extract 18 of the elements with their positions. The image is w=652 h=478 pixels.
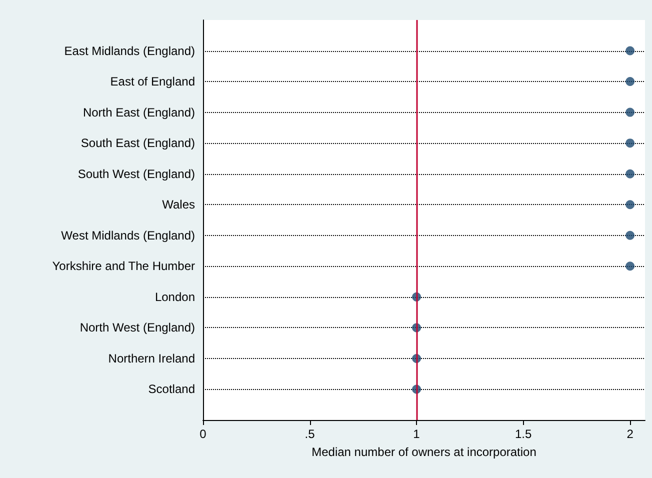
y-tick-label: Wales: [162, 198, 195, 212]
y-tick-label: South East (England): [80, 136, 195, 150]
y-tick-label: North East (England): [82, 105, 195, 120]
y-tick-label: London: [154, 290, 195, 304]
y-tick-label: South West (England): [78, 166, 195, 181]
x-tick-label: 0: [200, 427, 207, 441]
y-tick-label: Yorkshire and The Humber: [52, 259, 195, 274]
y-tick-label: North West (England): [80, 320, 195, 335]
x-tick-label: 1: [413, 427, 420, 441]
x-tick-label: 2: [626, 427, 634, 441]
y-tick-label: Northern Ireland: [108, 351, 195, 366]
x-axis-title: Median number of owners at incorporation: [312, 445, 536, 459]
x-tick-label: .5: [304, 427, 316, 441]
y-tick-label: East Midlands (England): [64, 44, 196, 58]
x-tick-label: 1.5: [514, 427, 532, 441]
y-tick-label: West Midlands (England): [61, 228, 195, 242]
y-tick-label: Scotland: [148, 382, 195, 396]
y-tick-label: East of England: [110, 74, 195, 89]
